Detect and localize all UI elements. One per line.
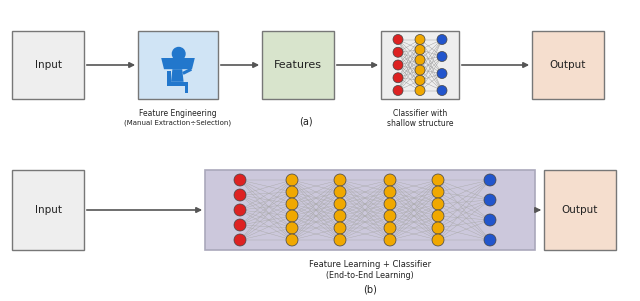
Circle shape	[432, 210, 444, 222]
Circle shape	[286, 174, 298, 186]
Bar	[532, 31, 604, 99]
Circle shape	[432, 174, 444, 186]
Text: Input: Input	[35, 60, 61, 70]
Text: Feature Learning + Classifier: Feature Learning + Classifier	[309, 260, 431, 269]
Circle shape	[393, 47, 403, 57]
Circle shape	[334, 186, 346, 198]
Circle shape	[484, 174, 496, 186]
Circle shape	[484, 214, 496, 226]
Text: Feature Engineering: Feature Engineering	[139, 109, 217, 118]
Circle shape	[234, 174, 246, 186]
Circle shape	[384, 186, 396, 198]
Bar	[381, 31, 459, 99]
Circle shape	[334, 234, 346, 246]
Polygon shape	[171, 69, 184, 82]
Text: (Manual Extraction÷Selection): (Manual Extraction÷Selection)	[124, 119, 232, 126]
Circle shape	[384, 210, 396, 222]
Circle shape	[437, 69, 447, 79]
Circle shape	[432, 234, 444, 246]
Circle shape	[172, 48, 185, 60]
Circle shape	[334, 198, 346, 210]
Bar	[138, 31, 218, 99]
Circle shape	[437, 35, 447, 45]
Bar	[544, 170, 616, 250]
Circle shape	[384, 234, 396, 246]
Circle shape	[334, 222, 346, 234]
Text: Output: Output	[550, 60, 586, 70]
Bar	[12, 170, 84, 250]
Circle shape	[393, 35, 403, 45]
Circle shape	[393, 60, 403, 70]
Bar	[262, 31, 334, 99]
Text: (End-to-End Learning): (End-to-End Learning)	[326, 271, 414, 280]
Text: shallow structure: shallow structure	[387, 119, 453, 128]
Circle shape	[234, 234, 246, 246]
Circle shape	[334, 174, 346, 186]
Circle shape	[484, 234, 496, 246]
Circle shape	[384, 174, 396, 186]
Circle shape	[234, 189, 246, 201]
Circle shape	[393, 85, 403, 95]
Circle shape	[432, 186, 444, 198]
Text: Output: Output	[562, 205, 598, 215]
Circle shape	[415, 85, 425, 95]
Polygon shape	[167, 82, 185, 86]
Polygon shape	[161, 58, 195, 69]
Circle shape	[415, 65, 425, 75]
Polygon shape	[182, 68, 192, 75]
Circle shape	[384, 222, 396, 234]
Text: (b): (b)	[363, 284, 377, 294]
Polygon shape	[167, 71, 171, 86]
Circle shape	[415, 55, 425, 65]
Circle shape	[286, 210, 298, 222]
Circle shape	[286, 198, 298, 210]
Text: Classifier with: Classifier with	[393, 109, 447, 118]
Polygon shape	[185, 82, 188, 93]
Circle shape	[234, 204, 246, 216]
Circle shape	[437, 51, 447, 61]
Circle shape	[437, 85, 447, 95]
Text: Features: Features	[274, 60, 322, 70]
Circle shape	[432, 222, 444, 234]
Circle shape	[415, 45, 425, 55]
Bar	[12, 31, 84, 99]
Circle shape	[286, 222, 298, 234]
Circle shape	[393, 73, 403, 83]
Bar	[205, 170, 535, 250]
Circle shape	[334, 210, 346, 222]
Circle shape	[484, 194, 496, 206]
Circle shape	[286, 234, 298, 246]
Circle shape	[384, 198, 396, 210]
Text: Input: Input	[35, 205, 61, 215]
Circle shape	[234, 219, 246, 231]
Text: (a): (a)	[299, 117, 313, 127]
Circle shape	[286, 186, 298, 198]
Circle shape	[415, 35, 425, 45]
Circle shape	[415, 75, 425, 85]
Circle shape	[432, 198, 444, 210]
